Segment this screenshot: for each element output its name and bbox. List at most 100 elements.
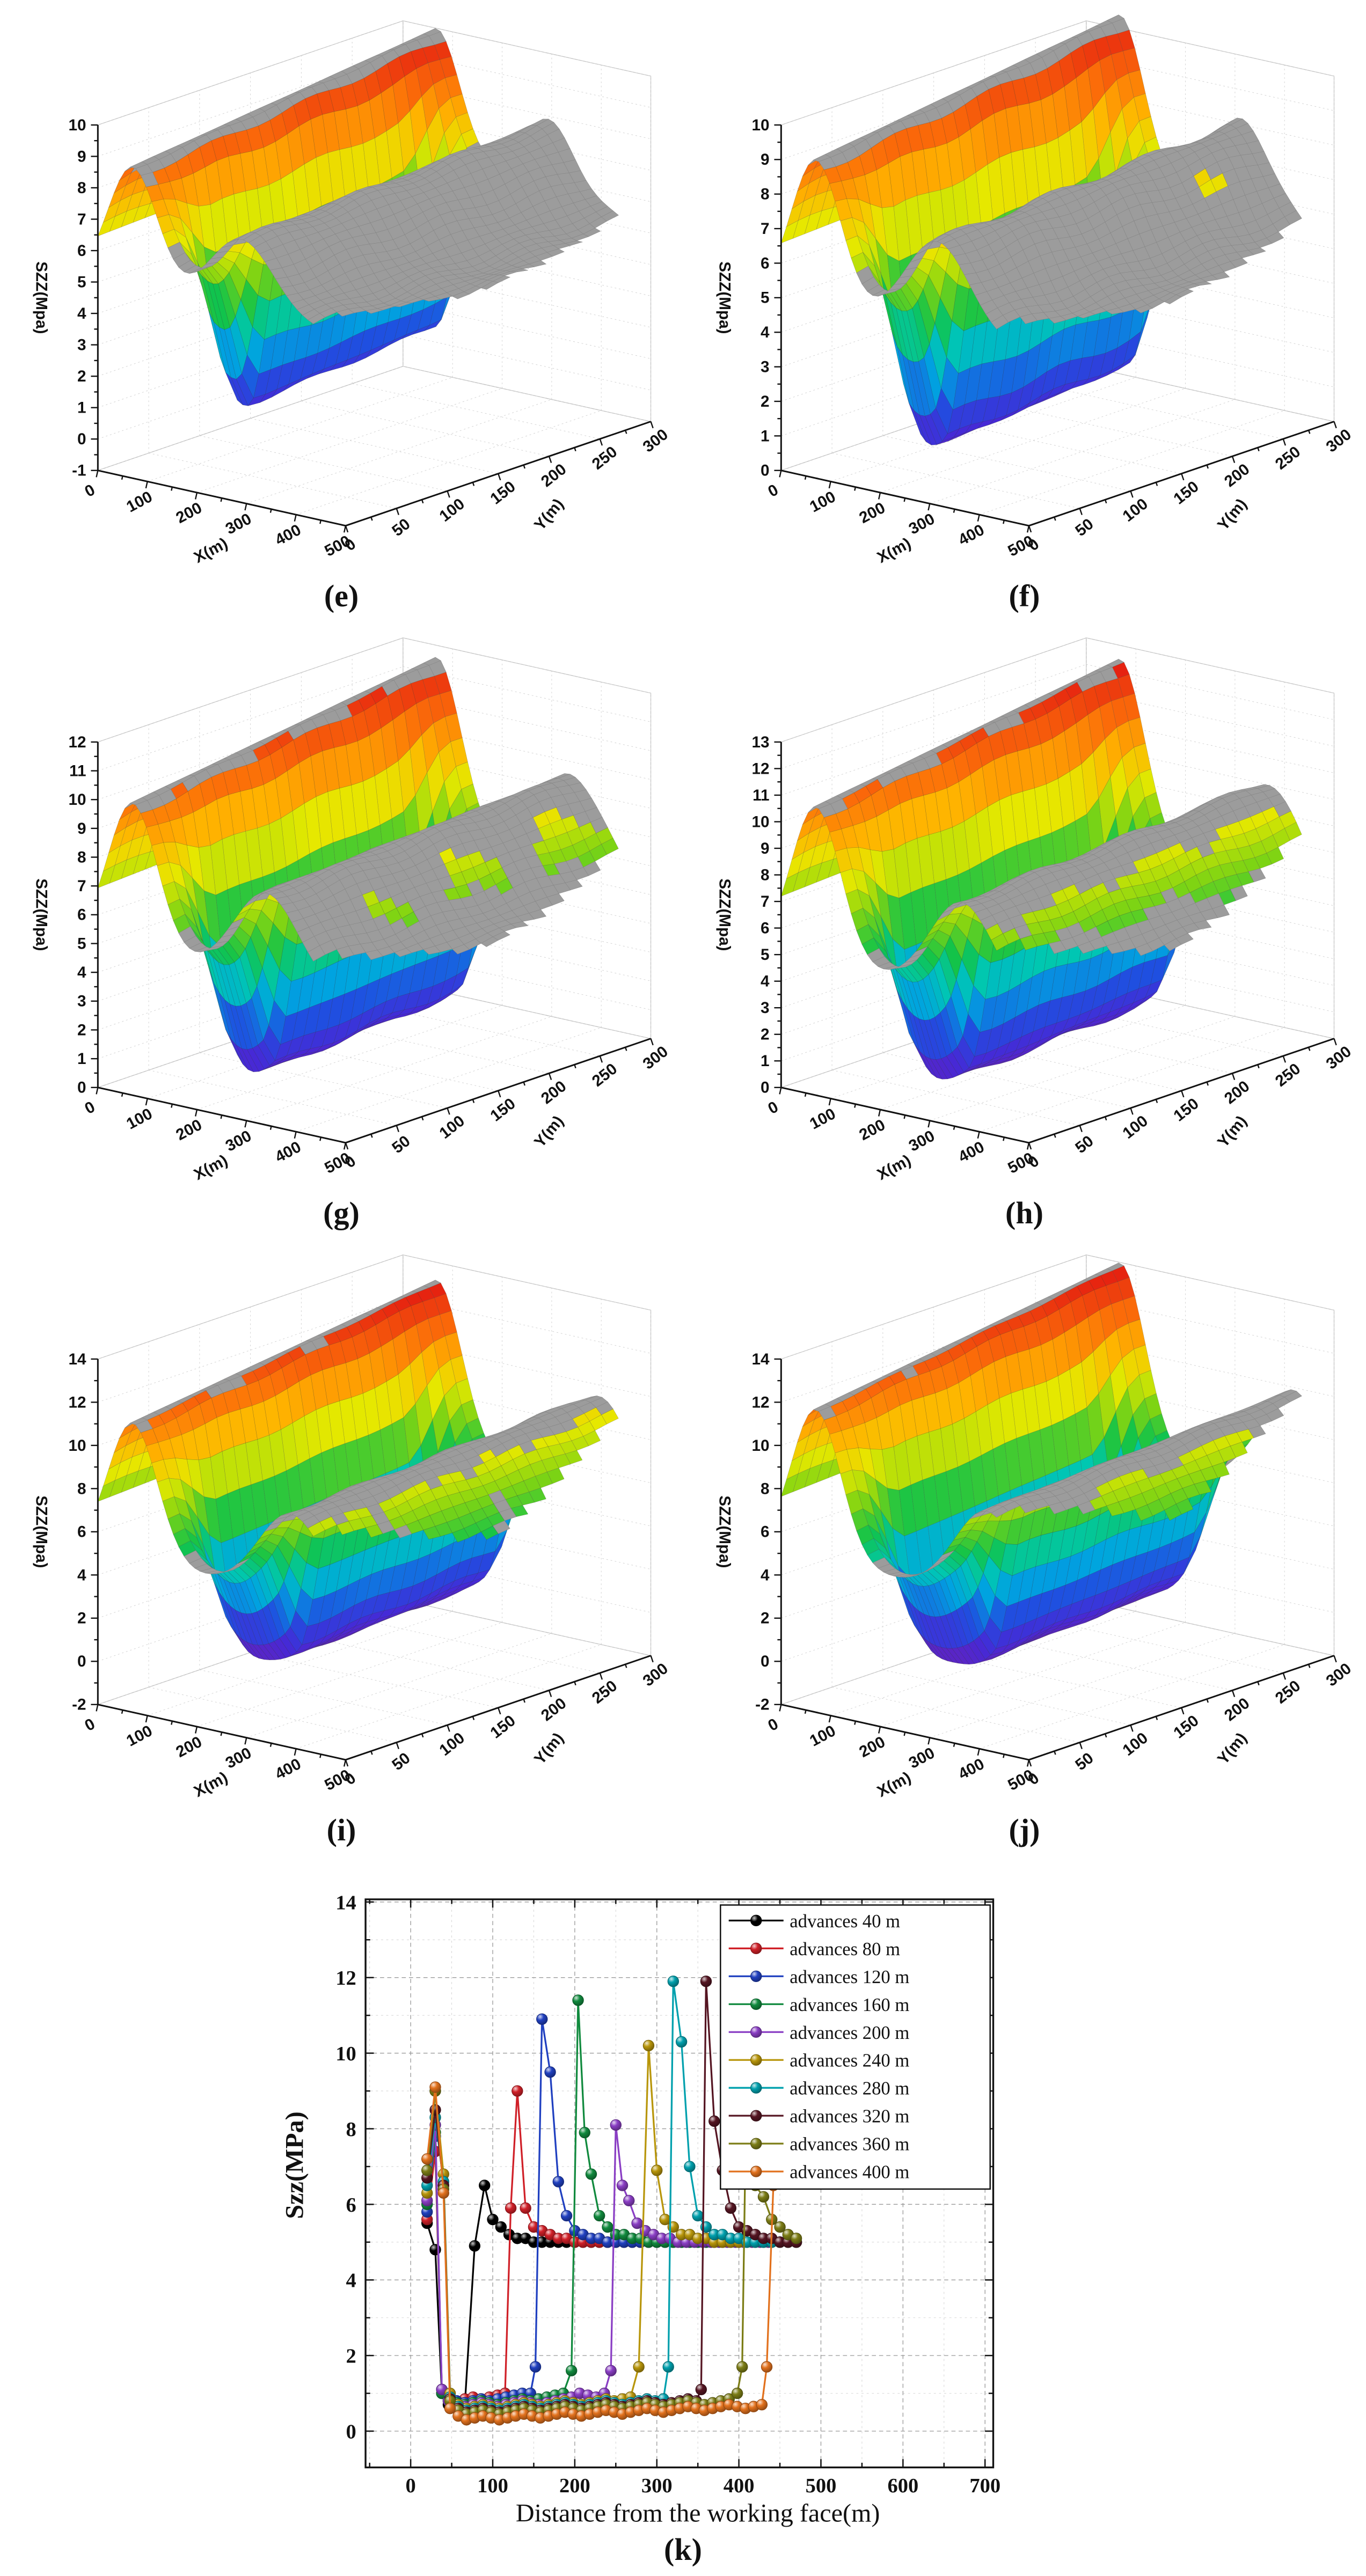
x-tick-label: 300 (223, 1744, 254, 1772)
z-tick-label: 2 (77, 368, 86, 385)
z-tick-label: 6 (77, 906, 86, 924)
z-tick-label: 8 (77, 179, 86, 197)
panel-label-g: (g) (323, 1195, 360, 1231)
z-tick-label: 7 (77, 877, 86, 895)
y-tick-label: 0 (346, 2420, 356, 2443)
y-tick-label: 150 (487, 1095, 518, 1125)
z-tick-label: 0 (77, 1653, 86, 1670)
x-axis-title: X(m) (191, 1768, 231, 1801)
z-tick-label: 12 (68, 733, 86, 751)
z-tick-label: 2 (77, 1610, 86, 1627)
y-tick-label: 100 (1119, 495, 1151, 525)
z-tick-label: 1 (77, 399, 86, 417)
y-tick-label: 300 (1323, 1660, 1354, 1690)
z-tick-label: 8 (77, 1480, 86, 1498)
panel-label-i: (i) (327, 1812, 356, 1848)
panel-label-h: (h) (1005, 1195, 1043, 1231)
y-tick-label: 50 (389, 1749, 413, 1774)
z-tick-label: 4 (77, 1566, 86, 1584)
panel-label-e: (e) (324, 578, 359, 614)
legend-label: advances 200 m (790, 2023, 909, 2043)
y-tick-label: 200 (1221, 1077, 1253, 1108)
legend-label: advances 80 m (790, 1939, 900, 1959)
z-tick-label: 6 (77, 1523, 86, 1541)
x-tick-label: 200 (173, 1733, 204, 1761)
z-axis-title: SZZ(Mpa) (715, 261, 733, 334)
x-axis-title: Distance from the working face(m) (515, 2499, 880, 2528)
z-tick-label: 4 (77, 964, 86, 981)
x-tick-label: 400 (955, 1138, 987, 1166)
y-tick-label: 10 (335, 2043, 356, 2065)
x-tick-label: 0 (82, 1098, 98, 1118)
y-tick-label: 100 (436, 495, 468, 525)
z-tick-label: -2 (72, 1696, 86, 1714)
z-tick-label: 8 (77, 848, 86, 866)
z-tick-label: 8 (760, 1480, 769, 1498)
y-tick-label: 12 (335, 1967, 356, 1990)
z-tick-label: 1 (77, 1050, 86, 1068)
z-tick-label: 4 (760, 1566, 769, 1584)
y-tick-label: 150 (1170, 1712, 1202, 1742)
y-tick-label: 50 (389, 515, 413, 540)
y-tick-label: 8 (346, 2118, 356, 2141)
y-axis-title: Y(m) (1214, 495, 1251, 534)
z-tick-label: 7 (760, 893, 769, 911)
x-tick-label: 300 (905, 1744, 937, 1772)
z-tick-label: 0 (760, 1653, 769, 1670)
z-tick-label: 1 (760, 1052, 769, 1070)
z-tick-label: 10 (751, 813, 769, 831)
legend-label: advances 280 m (790, 2079, 909, 2099)
legend-label: advances 240 m (790, 2051, 909, 2071)
z-tick-label: 10 (751, 116, 769, 134)
z-tick-label: 0 (760, 462, 769, 480)
x-tick-label: 400 (955, 521, 987, 549)
y-tick-label: 200 (1221, 460, 1253, 491)
x-tick-label: 600 (887, 2475, 918, 2497)
z-tick-label: 5 (760, 946, 769, 964)
x-tick-label: 0 (765, 1715, 781, 1735)
z-tick-label: -1 (72, 462, 86, 480)
x-tick-label: 200 (856, 499, 888, 527)
z-tick-label: 4 (77, 305, 86, 322)
z-tick-label: 8 (760, 866, 769, 884)
x-axis-title: X(m) (874, 1768, 914, 1801)
y-tick-label: 250 (1272, 1677, 1303, 1707)
z-tick-label: 10 (68, 1437, 86, 1455)
x-tick-label: 300 (223, 1127, 254, 1155)
y-tick-label: 300 (640, 1660, 671, 1690)
x-tick-label: 200 (856, 1116, 888, 1144)
y-tick-label: 200 (538, 460, 569, 491)
y-tick-label: 250 (1272, 1060, 1303, 1090)
z-axis-title: SZZ(Mpa) (32, 1495, 50, 1568)
z-tick-label: 9 (77, 148, 86, 165)
y-tick-label: 200 (538, 1077, 569, 1108)
x-tick-label: 0 (765, 1098, 781, 1118)
z-axis-title: SZZ(Mpa) (715, 878, 733, 951)
z-tick-label: 5 (77, 935, 86, 952)
y-tick-label: 14 (335, 1891, 356, 1914)
legend-label: advances 360 m (790, 2134, 909, 2155)
z-tick-label: 11 (753, 787, 769, 804)
x-tick-label: 0 (765, 481, 781, 501)
y-axis-title: Y(m) (1214, 1729, 1251, 1768)
z-tick-label: 12 (751, 1393, 769, 1411)
z-tick-label: 8 (760, 186, 769, 203)
z-tick-label: 6 (760, 920, 769, 937)
legend-label: advances 160 m (790, 1995, 909, 2015)
legend-label: advances 400 m (790, 2162, 909, 2183)
z-tick-label: 7 (760, 220, 769, 238)
x-tick-label: 100 (807, 1105, 838, 1133)
z-tick-label: 13 (751, 733, 769, 751)
z-tick-label: 3 (77, 993, 86, 1010)
z-tick-label: 14 (68, 1351, 86, 1368)
